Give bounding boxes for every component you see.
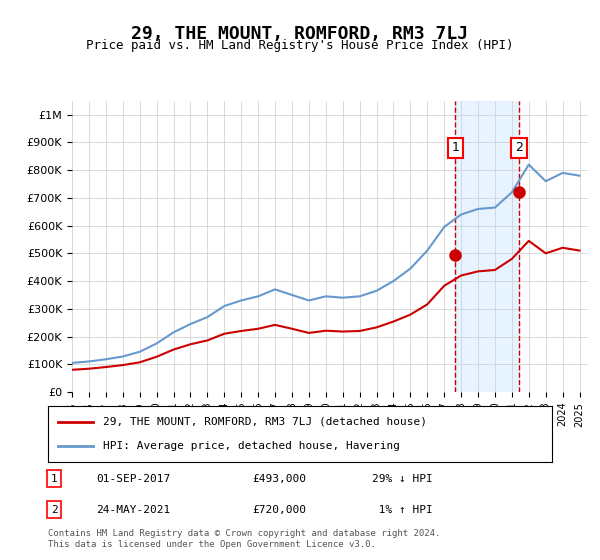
Text: HPI: Average price, detached house, Havering: HPI: Average price, detached house, Have… (103, 441, 400, 451)
Text: 29, THE MOUNT, ROMFORD, RM3 7LJ (detached house): 29, THE MOUNT, ROMFORD, RM3 7LJ (detache… (103, 417, 427, 427)
Text: £720,000: £720,000 (252, 505, 306, 515)
Text: 1: 1 (50, 474, 58, 484)
Text: 2: 2 (50, 505, 58, 515)
Text: £493,000: £493,000 (252, 474, 306, 484)
Text: 1% ↑ HPI: 1% ↑ HPI (372, 505, 433, 515)
Text: 29, THE MOUNT, ROMFORD, RM3 7LJ: 29, THE MOUNT, ROMFORD, RM3 7LJ (131, 25, 469, 43)
Text: 24-MAY-2021: 24-MAY-2021 (96, 505, 170, 515)
Text: 29% ↓ HPI: 29% ↓ HPI (372, 474, 433, 484)
Bar (455, 101, 519, 392)
Text: 01-SEP-2017: 01-SEP-2017 (96, 474, 170, 484)
Text: 2: 2 (515, 142, 523, 155)
Text: Contains HM Land Registry data © Crown copyright and database right 2024.
This d: Contains HM Land Registry data © Crown c… (48, 529, 440, 549)
Text: 1: 1 (452, 142, 460, 155)
Text: Price paid vs. HM Land Registry's House Price Index (HPI): Price paid vs. HM Land Registry's House … (86, 39, 514, 52)
